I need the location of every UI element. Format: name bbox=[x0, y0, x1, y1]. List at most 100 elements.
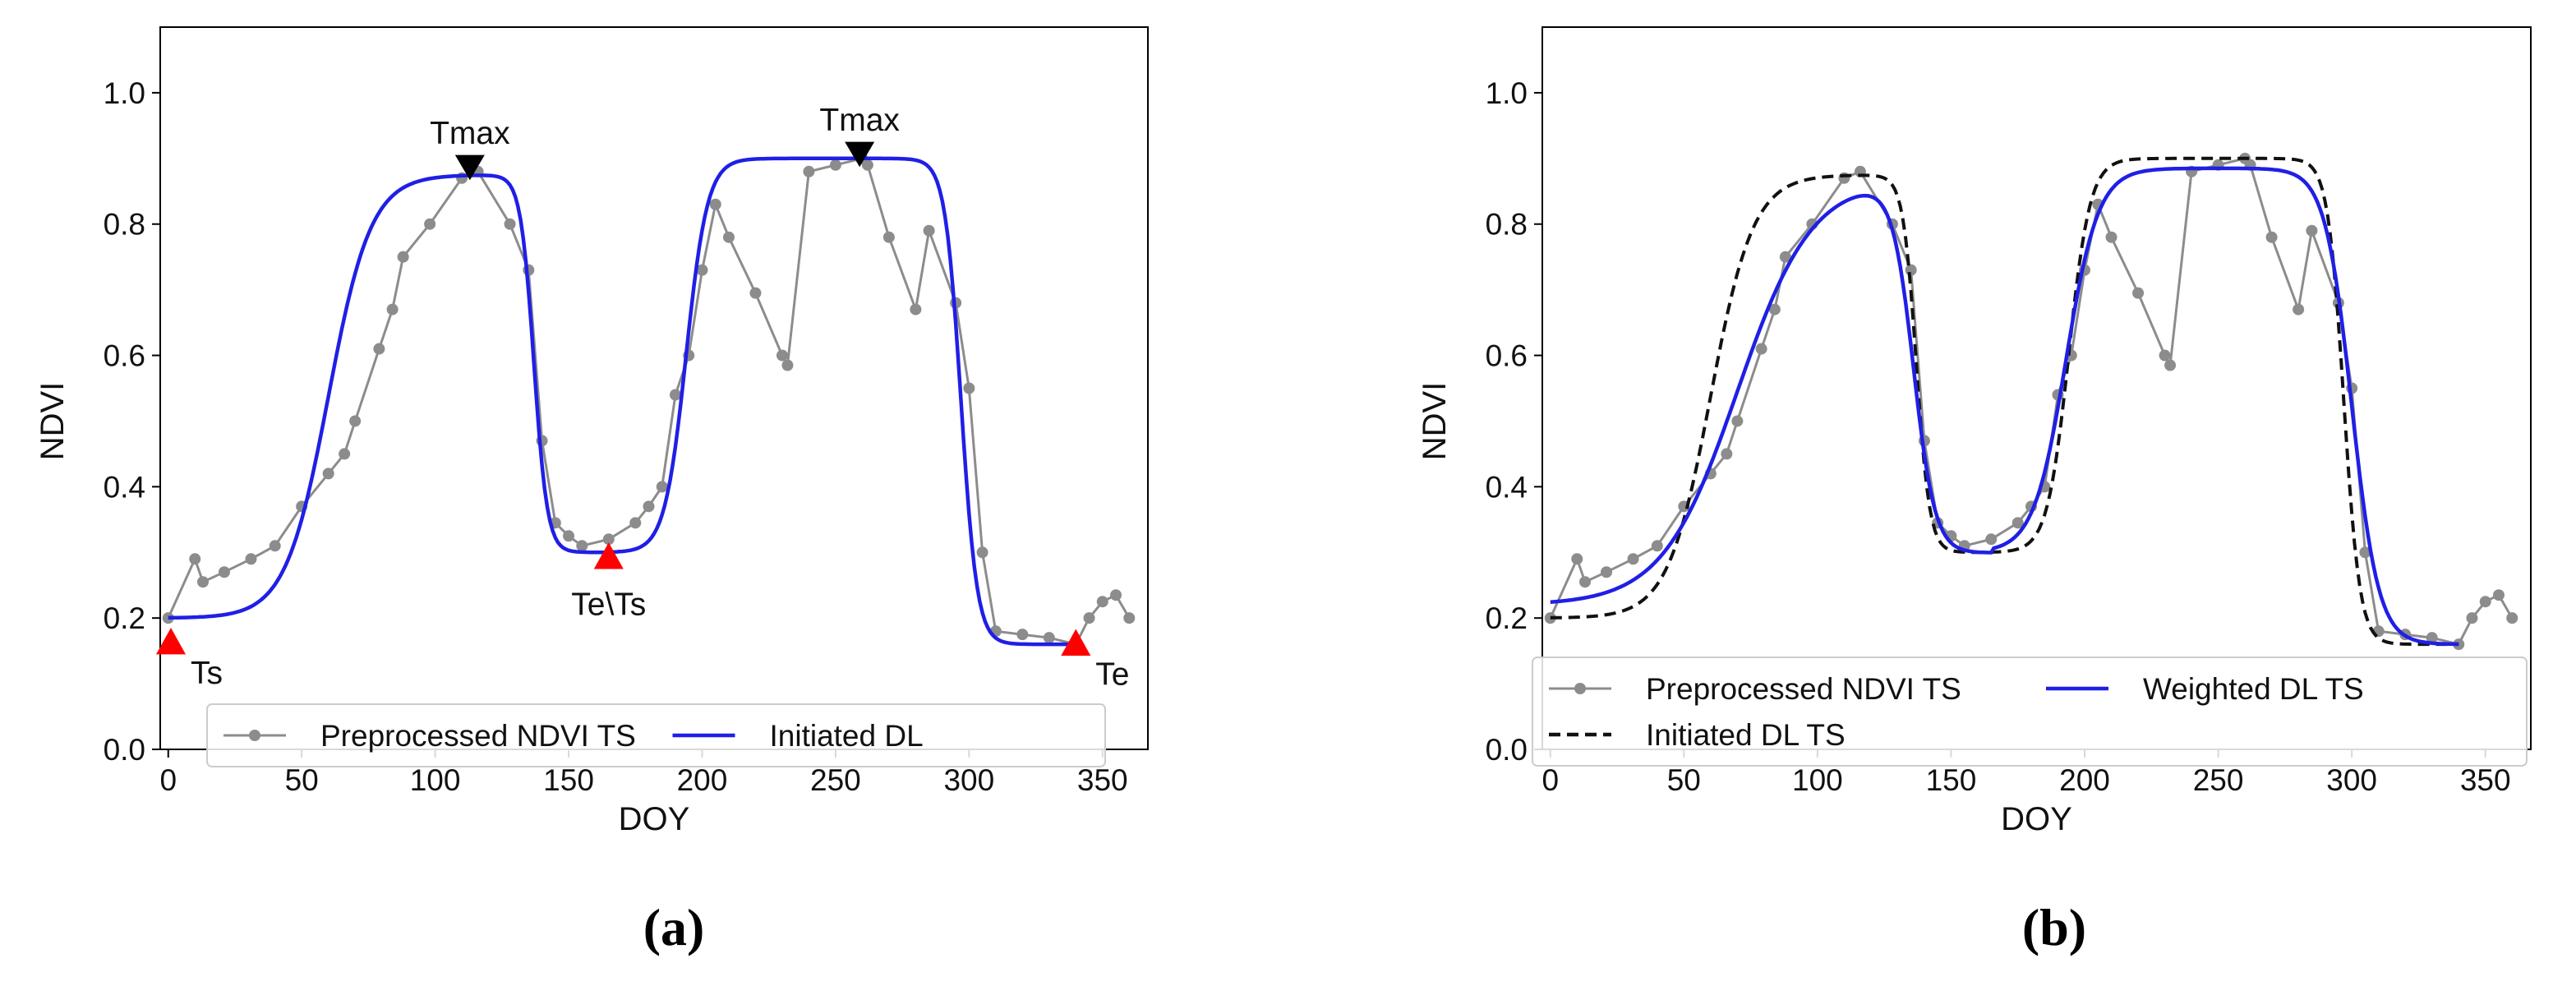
data-point bbox=[1721, 448, 1733, 460]
data-point bbox=[910, 303, 922, 316]
data-point bbox=[602, 533, 615, 546]
data-point bbox=[722, 231, 735, 243]
y-tick-label: 0.4 bbox=[1486, 470, 1528, 504]
data-point bbox=[322, 468, 334, 480]
legend-label-preprocessed-ndvi-ts: Preprocessed NDVI TS bbox=[1646, 672, 1961, 706]
data-point bbox=[643, 500, 655, 513]
y-tick-label: 0.6 bbox=[1486, 339, 1528, 373]
x-tick-label: 250 bbox=[2193, 763, 2244, 797]
phenology-marker bbox=[1061, 629, 1091, 656]
data-point bbox=[1123, 612, 1136, 624]
data-point bbox=[1016, 629, 1029, 641]
data-point bbox=[1985, 533, 1998, 546]
y-tick-label: 0.8 bbox=[1486, 208, 1528, 242]
legend-label-initiated-dl: Initiated DL bbox=[770, 719, 924, 753]
x-tick-label: 300 bbox=[2326, 763, 2377, 797]
annotation-label: Tmax bbox=[819, 103, 900, 138]
phenology-marker bbox=[155, 627, 186, 655]
tmax-marker bbox=[845, 141, 875, 168]
y-axis-label: NDVI bbox=[1417, 382, 1453, 461]
data-point bbox=[196, 576, 209, 588]
data-point bbox=[2306, 224, 2318, 237]
legend-label-weighted-dl-ts: Weighted DL TS bbox=[2143, 672, 2364, 706]
x-tick-label: 100 bbox=[410, 763, 461, 797]
chart-panel-b: 0 50 100 150 200 250 300 350 0.0 0.2 0.4 0.6 0.8 1.0 D… bbox=[1417, 26, 2532, 956]
data-point bbox=[504, 218, 516, 230]
tmax-marker bbox=[454, 154, 485, 181]
y-tick-label: 0.2 bbox=[104, 601, 145, 635]
legend-marker bbox=[249, 730, 260, 741]
x-tick-label: 0 bbox=[1541, 763, 1559, 797]
legend-label-initiated-dl-ts: Initiated DL TS bbox=[1646, 718, 1846, 752]
plot-area bbox=[1544, 152, 2518, 651]
data-point bbox=[2293, 303, 2305, 316]
x-tick-label: 50 bbox=[1667, 763, 1701, 797]
data-point bbox=[269, 540, 281, 552]
data-point bbox=[1110, 589, 1122, 601]
x-tick-label: 200 bbox=[2059, 763, 2110, 797]
data-point bbox=[963, 382, 975, 394]
data-point bbox=[976, 546, 988, 559]
x-tick-label: 150 bbox=[1926, 763, 1977, 797]
series-line-preprocessed-ndvi-ts bbox=[1549, 157, 2514, 646]
data-point bbox=[709, 198, 721, 210]
data-point bbox=[882, 231, 895, 243]
x-axis-label: DOY bbox=[619, 801, 690, 837]
panel-label: (b) bbox=[2022, 898, 2086, 956]
series-line-preprocessed-ndvi-ts bbox=[167, 157, 1131, 646]
data-point bbox=[2164, 359, 2177, 371]
data-point bbox=[2466, 612, 2478, 624]
data-point bbox=[669, 389, 681, 401]
x-tick-label: 250 bbox=[810, 763, 861, 797]
data-point bbox=[656, 481, 668, 493]
series-curve-weighted-dl-ts bbox=[1550, 166, 2459, 647]
data-point bbox=[563, 530, 575, 542]
data-point bbox=[629, 517, 642, 529]
x-tick-label: 100 bbox=[1792, 763, 1843, 797]
data-point bbox=[861, 159, 873, 171]
y-tick-label: 0.8 bbox=[104, 208, 145, 242]
data-point bbox=[749, 287, 762, 299]
data-point bbox=[1627, 553, 1639, 565]
x-tick-label: 150 bbox=[543, 763, 594, 797]
annotation-label: Tmax bbox=[430, 116, 510, 151]
data-point bbox=[2479, 596, 2491, 608]
data-point bbox=[339, 448, 351, 460]
y-tick-label: 0.0 bbox=[1486, 733, 1528, 767]
data-point bbox=[829, 159, 841, 171]
y-tick-label: 1.0 bbox=[104, 76, 145, 110]
data-point bbox=[2265, 231, 2278, 243]
x-tick-label: 300 bbox=[943, 763, 994, 797]
phenology-marker bbox=[593, 542, 624, 569]
y-tick-label: 0.2 bbox=[1486, 601, 1528, 635]
data-point bbox=[2132, 287, 2145, 299]
annotation-label: Te\Ts bbox=[571, 587, 646, 622]
x-tick-label: 0 bbox=[159, 763, 177, 797]
y-tick-label: 1.0 bbox=[1486, 76, 1528, 110]
y-tick-label: 0.4 bbox=[104, 470, 145, 504]
data-point bbox=[1096, 596, 1108, 608]
y-tick-label: 0.6 bbox=[104, 339, 145, 373]
panel-label: (a) bbox=[643, 898, 705, 956]
legend-box bbox=[1532, 657, 2528, 767]
data-point bbox=[2159, 349, 2171, 362]
data-point bbox=[373, 343, 385, 355]
data-point bbox=[397, 251, 409, 263]
data-point bbox=[2453, 638, 2465, 651]
data-point bbox=[696, 264, 708, 276]
x-tick-label: 350 bbox=[1077, 763, 1128, 797]
data-point bbox=[424, 218, 436, 230]
data-point bbox=[1731, 415, 1744, 427]
legend-marker bbox=[1574, 683, 1586, 694]
legend-label-preprocessed-ndvi-ts: Preprocessed NDVI TS bbox=[320, 719, 636, 753]
data-point bbox=[245, 553, 257, 565]
data-point bbox=[349, 415, 362, 427]
legend: Preprocessed NDVI TS Weighted DL TS Initia… bbox=[1532, 657, 2528, 767]
x-axis-label: DOY bbox=[2001, 801, 2072, 837]
series-curve-initiated-dl-ts bbox=[1550, 156, 2459, 647]
chart-panel-a: 0 50 100 150 200 250 300 350 0.0 0.2 0.4 0.6 0.8 1.0 D… bbox=[35, 26, 1149, 956]
y-tick-label: 0.0 bbox=[104, 733, 145, 767]
data-point bbox=[189, 553, 201, 565]
annotation-label: Te bbox=[1095, 657, 1129, 693]
